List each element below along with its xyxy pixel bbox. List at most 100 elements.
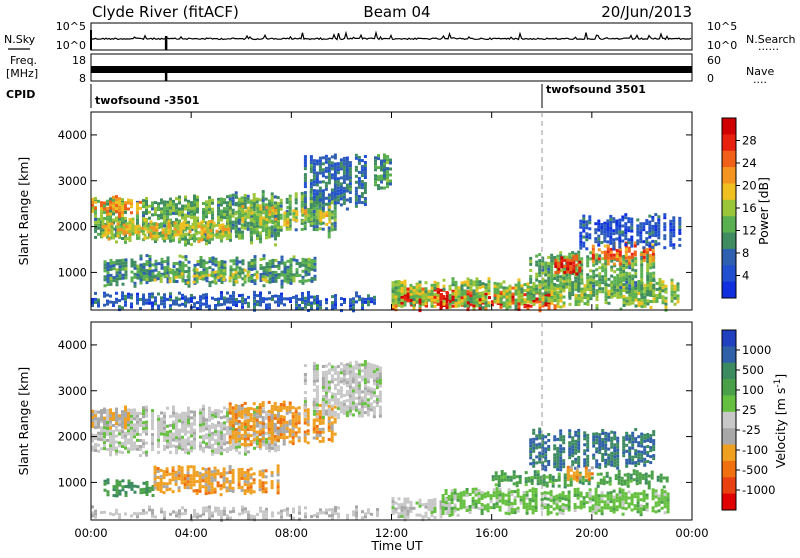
data-cell [226,417,229,420]
data-cell [628,293,631,296]
data-cell [236,260,239,263]
data-cell [232,415,235,418]
data-cell [575,300,578,303]
data-cell [274,417,277,420]
data-cell [131,277,134,280]
data-cell [632,293,635,296]
data-cell [568,283,571,286]
data-cell [209,257,212,260]
data-cell [138,237,141,240]
data-cell [302,264,305,267]
data-cell [131,265,134,268]
data-cell [521,296,524,299]
data-cell [630,242,633,245]
data-cell [603,237,606,240]
data-cell [355,169,358,172]
data-cell [506,299,509,302]
data-cell [473,292,476,295]
data-cell [538,265,541,268]
data-cell [123,233,126,236]
data-cell [226,426,229,429]
data-cell [571,251,574,254]
data-cell [136,216,139,219]
data-cell [241,208,244,211]
data-cell [307,441,310,444]
data-cell [634,287,637,290]
data-cell [172,212,175,215]
data-cell [149,261,152,264]
data-cell [271,215,274,218]
colorbar-tick-label: 12 [742,224,757,238]
data-cell [109,432,112,435]
data-cell [103,438,106,441]
data-cell [116,283,119,286]
data-cell [265,414,268,417]
data-cell [544,289,547,292]
data-cell [649,272,652,275]
data-cell [149,276,152,279]
data-cell [100,207,103,210]
data-cell [389,174,392,177]
data-cell [145,212,148,215]
data-cell [160,280,163,283]
data-cell [116,280,119,283]
data-cell [325,211,328,214]
data-cell [208,416,211,419]
data-cell [395,298,398,301]
data-cell [268,449,271,452]
data-cell [374,177,377,180]
data-cell [328,175,331,178]
data-cell [166,274,169,277]
data-cell [247,201,250,204]
data-cell [640,266,643,269]
data-cell [663,225,666,228]
data-cell [196,271,199,274]
data-cell [313,422,316,425]
data-cell [361,171,364,174]
data-cell [416,298,419,301]
data-cell [151,304,154,307]
data-cell [97,435,100,438]
data-cell [221,260,224,263]
data-cell [259,295,262,298]
data-cell [281,286,284,289]
data-cell [662,280,665,283]
data-cell [286,228,289,231]
data-cell [133,423,136,426]
data-cell [238,213,241,216]
data-cell [308,273,311,276]
data-cell [644,296,647,299]
data-cell [235,449,238,452]
data-cell [649,260,652,263]
data-cell [262,217,265,220]
data-cell [328,202,331,205]
data-cell [355,190,358,193]
data-cell [672,231,675,234]
data-cell [198,237,201,240]
data-cell [274,405,277,408]
data-cell [103,444,106,447]
data-cell [205,305,208,308]
data-cell [124,211,127,214]
data-cell [226,204,229,207]
data-cell [340,297,343,300]
data-cell [621,240,624,243]
data-cell [178,417,181,420]
data-cell [374,156,377,159]
data-cell [612,238,615,241]
data-cell [238,451,241,454]
data-cell [571,284,574,287]
data-cell [119,274,122,277]
data-cell [239,273,242,276]
data-cell [151,201,154,204]
data-cell [654,213,657,216]
data-cell [265,441,268,444]
data-cell [467,286,470,289]
data-cell [672,234,675,237]
data-cell [218,279,221,282]
data-cell [163,418,166,421]
data-cell [172,406,175,409]
data-cell [428,296,431,299]
data-cell [638,304,641,307]
data-cell [596,304,599,307]
